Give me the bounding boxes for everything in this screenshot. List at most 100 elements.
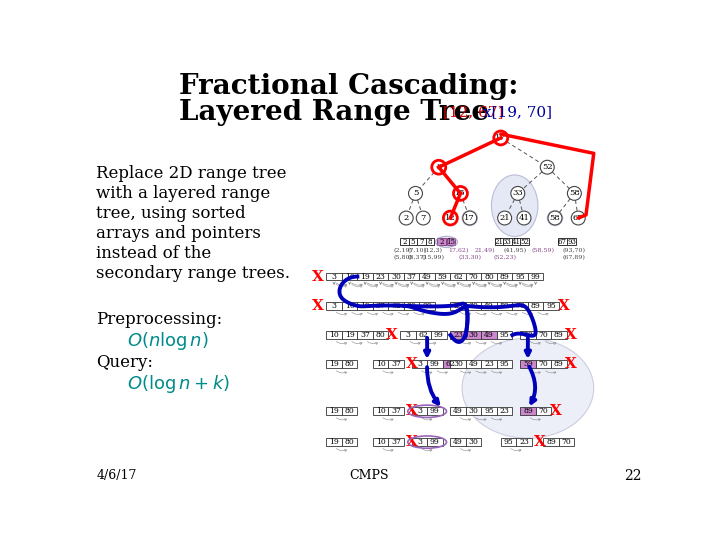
- FancyBboxPatch shape: [482, 273, 497, 280]
- FancyBboxPatch shape: [466, 331, 482, 339]
- Text: 89: 89: [546, 438, 556, 446]
- FancyBboxPatch shape: [388, 438, 404, 446]
- Text: 15: 15: [455, 190, 466, 198]
- Circle shape: [408, 186, 423, 200]
- Text: Query:: Query:: [96, 354, 153, 372]
- Text: 80: 80: [345, 438, 354, 446]
- Text: $O(n \log n)$: $O(n \log n)$: [127, 330, 209, 352]
- Text: 41: 41: [518, 214, 529, 222]
- Text: Replace 2D range tree: Replace 2D range tree: [96, 165, 287, 182]
- FancyBboxPatch shape: [451, 408, 466, 415]
- Text: 19: 19: [360, 302, 370, 310]
- Text: 10: 10: [376, 360, 385, 368]
- Text: $O(\log n + k)$: $O(\log n + k)$: [127, 373, 230, 395]
- FancyBboxPatch shape: [400, 331, 415, 339]
- FancyBboxPatch shape: [466, 361, 482, 368]
- Text: (58,59): (58,59): [532, 248, 555, 253]
- Text: 17,62): 17,62): [448, 248, 468, 253]
- Text: 22: 22: [624, 469, 642, 483]
- Text: X: X: [557, 299, 570, 313]
- FancyBboxPatch shape: [466, 408, 482, 415]
- Text: 21,49): 21,49): [475, 248, 495, 253]
- FancyBboxPatch shape: [559, 438, 575, 446]
- Circle shape: [548, 211, 562, 225]
- FancyBboxPatch shape: [551, 331, 567, 339]
- FancyBboxPatch shape: [567, 239, 576, 245]
- Text: 37: 37: [376, 302, 386, 310]
- Text: (8,37): (8,37): [408, 255, 426, 260]
- Text: 58: 58: [549, 214, 560, 222]
- FancyBboxPatch shape: [497, 331, 513, 339]
- Text: 58: 58: [569, 190, 580, 198]
- Text: 37: 37: [407, 273, 417, 281]
- FancyBboxPatch shape: [503, 239, 512, 245]
- Circle shape: [463, 211, 477, 225]
- Text: 99: 99: [434, 331, 444, 339]
- FancyBboxPatch shape: [482, 302, 497, 309]
- Text: 3: 3: [417, 360, 422, 368]
- FancyBboxPatch shape: [466, 438, 482, 446]
- Text: 62: 62: [454, 273, 463, 281]
- Text: 99: 99: [430, 360, 440, 368]
- FancyBboxPatch shape: [435, 273, 451, 280]
- FancyBboxPatch shape: [426, 239, 434, 245]
- FancyBboxPatch shape: [373, 361, 388, 368]
- Text: 95: 95: [500, 360, 510, 368]
- Text: 49: 49: [485, 302, 494, 310]
- FancyBboxPatch shape: [357, 331, 373, 339]
- Text: 21: 21: [495, 238, 503, 246]
- Text: 62: 62: [446, 360, 455, 368]
- FancyBboxPatch shape: [520, 239, 528, 245]
- FancyBboxPatch shape: [388, 302, 404, 309]
- Text: 52: 52: [520, 238, 529, 246]
- FancyBboxPatch shape: [373, 331, 388, 339]
- Text: 4/6/17: 4/6/17: [96, 469, 137, 482]
- Text: 19: 19: [329, 438, 339, 446]
- Text: 49: 49: [469, 360, 479, 368]
- Text: 33: 33: [513, 190, 523, 198]
- FancyBboxPatch shape: [451, 361, 466, 368]
- FancyBboxPatch shape: [495, 239, 503, 245]
- Text: tree, using sorted: tree, using sorted: [96, 205, 246, 222]
- Text: 99: 99: [430, 438, 440, 446]
- FancyBboxPatch shape: [544, 438, 559, 446]
- FancyBboxPatch shape: [417, 239, 426, 245]
- Text: 19: 19: [329, 407, 339, 415]
- FancyBboxPatch shape: [419, 273, 435, 280]
- Text: (5,80): (5,80): [394, 255, 413, 260]
- Text: 80: 80: [376, 331, 385, 339]
- Text: 3: 3: [417, 438, 422, 446]
- Text: 7: 7: [420, 214, 426, 222]
- Text: 10: 10: [345, 273, 354, 281]
- FancyBboxPatch shape: [412, 438, 427, 446]
- FancyBboxPatch shape: [342, 273, 357, 280]
- Text: 23: 23: [453, 331, 463, 339]
- Text: (2,19): (2,19): [394, 248, 413, 253]
- Text: X: X: [405, 404, 418, 418]
- FancyBboxPatch shape: [400, 239, 408, 245]
- FancyBboxPatch shape: [326, 408, 342, 415]
- Text: X: X: [405, 435, 418, 449]
- Text: [12, 67]: [12, 67]: [443, 105, 503, 119]
- FancyBboxPatch shape: [342, 302, 357, 309]
- FancyBboxPatch shape: [326, 273, 342, 280]
- Text: 37: 37: [391, 407, 401, 415]
- FancyBboxPatch shape: [388, 273, 404, 280]
- Text: X: X: [565, 328, 577, 342]
- FancyBboxPatch shape: [536, 408, 551, 415]
- FancyBboxPatch shape: [466, 273, 482, 280]
- Circle shape: [517, 211, 531, 225]
- FancyBboxPatch shape: [482, 361, 497, 368]
- Text: (12,3): (12,3): [424, 248, 443, 253]
- Text: 37: 37: [360, 331, 370, 339]
- Text: 12: 12: [445, 214, 456, 222]
- Text: 30: 30: [453, 360, 463, 368]
- FancyBboxPatch shape: [558, 239, 567, 245]
- Text: 17: 17: [464, 214, 475, 222]
- Text: 89: 89: [554, 331, 564, 339]
- FancyBboxPatch shape: [415, 331, 431, 339]
- FancyBboxPatch shape: [342, 331, 357, 339]
- Text: 23: 23: [376, 273, 386, 281]
- Text: 70: 70: [539, 331, 548, 339]
- Text: 80: 80: [345, 360, 354, 368]
